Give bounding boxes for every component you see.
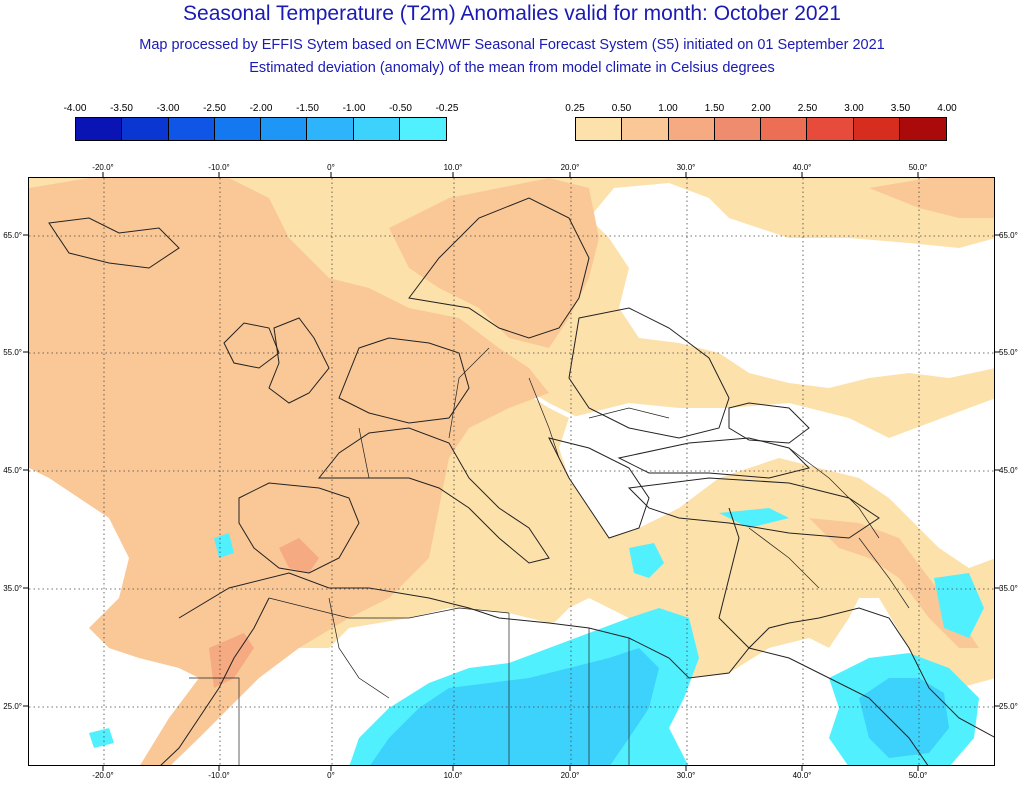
- negative-legend-label: -4.00: [63, 103, 87, 114]
- longitude-label-top: -10.0°: [208, 163, 229, 172]
- map-subtitle-processing: Map processed by EFFIS Sytem based on EC…: [139, 37, 885, 53]
- anomaly-region-cool-east-med: [719, 508, 789, 528]
- anomaly-region-cool-canary: [89, 728, 114, 748]
- map-subtitle-units: Estimated deviation (anomaly) of the mea…: [249, 60, 775, 76]
- positive-legend-swatch: [761, 118, 808, 140]
- longitude-label-bottom: -10.0°: [208, 771, 229, 780]
- positive-legend-swatch: [668, 118, 715, 140]
- country-borders: [189, 347, 910, 765]
- longitude-label-bottom: 40.0°: [793, 771, 812, 780]
- latitude-label-left: 55.0°: [3, 348, 22, 357]
- positive-legend-swatch: [622, 118, 669, 140]
- anomaly-region-cool-cyprus: [934, 573, 984, 638]
- longitude-label-top: 40.0°: [793, 163, 812, 172]
- positive-legend-swatch: [853, 118, 900, 140]
- negative-legend-swatch: [307, 118, 354, 140]
- anomaly-region-warm-mid: [29, 178, 549, 765]
- anomaly-map[interactable]: [28, 177, 995, 766]
- negative-legend-swatch: [353, 118, 400, 140]
- latitude-label-right: 65.0°: [999, 231, 1018, 240]
- latitude-label-left: 35.0°: [3, 584, 22, 593]
- positive-legend-label: 3.00: [844, 103, 864, 114]
- positive-legend-swatch: [576, 118, 623, 140]
- anomaly-region-cool-balearic: [214, 533, 234, 558]
- coastlines: [48, 197, 994, 765]
- negative-legend-label: -3.50: [110, 103, 133, 114]
- negative-legend-swatch: [214, 118, 261, 140]
- positive-legend-label: 4.00: [937, 103, 957, 114]
- anomaly-region-warm-dark-iberia: [279, 538, 319, 573]
- longitude-label-bottom: 20.0°: [561, 771, 580, 780]
- anomaly-region-cool-sahara-core: [370, 648, 659, 765]
- negative-legend-swatch: [168, 118, 215, 140]
- positive-legend-label: 0.25: [565, 103, 585, 114]
- negative-legend-swatch: [122, 118, 169, 140]
- positive-legend-swatch: [714, 118, 761, 140]
- positive-legend-label: 2.00: [751, 103, 771, 114]
- longitude-label-top: 0°: [327, 163, 335, 172]
- negative-legend-label: -1.50: [296, 103, 319, 114]
- positive-legend-swatch: [807, 118, 854, 140]
- negative-anomaly-legend: -4.00 -3.50 -3.00 -2.50 -2.00 -1.50 -1.00 -0.50…: [64, 103, 458, 141]
- longitude-label-bottom: 30.0°: [677, 771, 696, 780]
- positive-legend-label: 1.00: [658, 103, 678, 114]
- no-anomaly-region-balkans-turkey: [559, 398, 994, 568]
- longitude-label-bottom: 50.0°: [909, 771, 928, 780]
- negative-legend-swatch: [261, 118, 308, 140]
- latitude-label-right: 25.0°: [999, 702, 1018, 711]
- longitude-label-top: 10.0°: [444, 163, 463, 172]
- negative-legend-swatch: [399, 118, 446, 140]
- negative-legend-label: -2.00: [249, 103, 273, 114]
- negative-legend-label: -0.25: [435, 103, 459, 114]
- positive-legend-label: 1.50: [704, 103, 725, 114]
- anomaly-region-warm-mid-scandinavia: [389, 178, 599, 348]
- anomaly-region-warm-mid-east: [869, 178, 994, 218]
- positive-legend-swatch: [899, 118, 946, 140]
- anomaly-region-cool-arabia-core: [859, 678, 949, 758]
- graticule: [29, 178, 994, 765]
- latitude-label-left: 25.0°: [3, 702, 22, 711]
- positive-legend-label: 0.50: [611, 103, 632, 114]
- positive-legend-label: 2.50: [797, 103, 818, 114]
- anomaly-region-warm-mid-levant: [809, 518, 979, 648]
- negative-legend-label: -1.00: [342, 103, 366, 114]
- latitude-label-left: 45.0°: [3, 466, 22, 475]
- anomaly-region-cool-crete: [629, 543, 664, 578]
- negative-legend-label: -3.00: [156, 103, 180, 114]
- longitude-label-top: 20.0°: [561, 163, 580, 172]
- latitude-label-right: 55.0°: [999, 348, 1018, 357]
- negative-legend-label: -0.50: [389, 103, 412, 114]
- longitude-label-top: 30.0°: [677, 163, 696, 172]
- map-title: Seasonal Temperature (T2m) Anomalies val…: [183, 2, 841, 25]
- negative-legend-swatch: [76, 118, 123, 140]
- longitude-label-bottom: 0°: [327, 771, 335, 780]
- negative-legend-label: -2.50: [203, 103, 226, 114]
- latitude-label-right: 35.0°: [999, 584, 1018, 593]
- map-canvas: [29, 178, 994, 765]
- longitude-label-top: -20.0°: [92, 163, 113, 172]
- no-anomaly-region-atlantic-west: [29, 468, 189, 765]
- longitude-label-top: 50.0°: [909, 163, 928, 172]
- longitude-label-bottom: -20.0°: [92, 771, 113, 780]
- positive-anomaly-legend: 0.25 0.50 1.00 1.50 2.00 2.50 3.00 3.50 4.00: [565, 103, 957, 141]
- latitude-label-right: 45.0°: [999, 466, 1018, 475]
- latitude-label-left: 65.0°: [3, 231, 22, 240]
- no-anomaly-region-north-russia: [589, 183, 994, 388]
- longitude-label-bottom: 10.0°: [444, 771, 463, 780]
- positive-legend-label: 3.50: [890, 103, 911, 114]
